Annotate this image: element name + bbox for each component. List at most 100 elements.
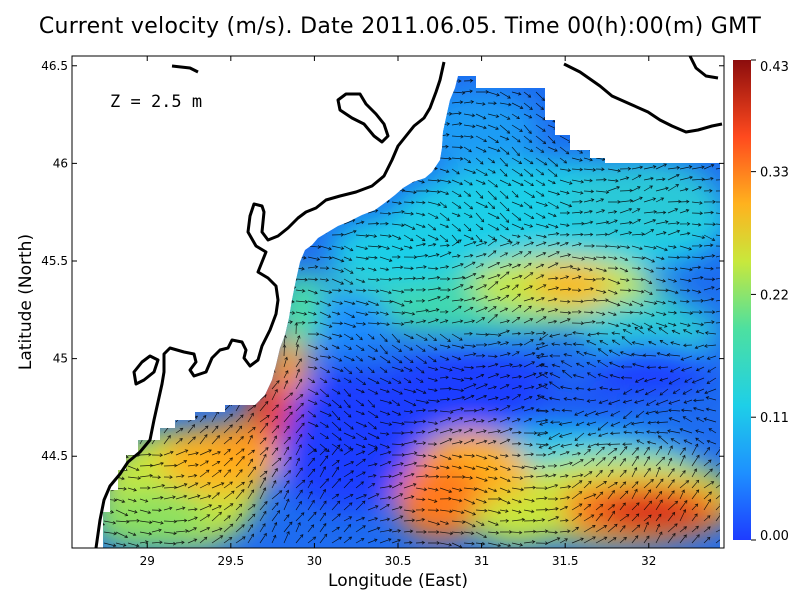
current-arrow <box>403 355 414 364</box>
current-arrow <box>295 433 303 445</box>
current-arrow <box>367 355 376 361</box>
current-arrow <box>655 322 668 328</box>
current-arrow <box>331 443 344 452</box>
current-arrow <box>655 430 669 435</box>
current-arrow <box>139 509 152 515</box>
current-arrow <box>391 223 405 228</box>
current-arrow <box>703 498 711 511</box>
current-arrow <box>643 245 657 250</box>
current-arrow <box>343 278 354 285</box>
current-arrow <box>199 460 209 467</box>
current-arrow <box>548 432 561 440</box>
current-arrow <box>259 510 267 522</box>
current-arrow <box>487 396 499 401</box>
current-arrow <box>691 234 706 240</box>
current-arrow <box>547 190 561 196</box>
current-arrow <box>151 508 162 513</box>
current-arrow <box>475 364 486 369</box>
current-arrow <box>319 399 332 407</box>
current-arrow <box>535 408 549 412</box>
current-arrow <box>643 219 657 225</box>
current-arrow <box>415 287 426 292</box>
current-arrow <box>487 190 497 200</box>
current-arrow <box>247 504 256 511</box>
current-arrow <box>223 413 233 423</box>
current-arrow <box>715 491 720 500</box>
current-arrow <box>391 399 401 406</box>
current-arrow <box>427 399 441 403</box>
current-arrow <box>451 122 463 126</box>
current-arrow <box>295 358 302 368</box>
current-arrow <box>379 299 393 304</box>
current-arrow <box>607 179 619 183</box>
current-arrow <box>523 406 535 412</box>
current-arrow <box>670 341 681 346</box>
current-arrow <box>391 410 402 416</box>
current-arrow <box>643 521 649 533</box>
current-arrow <box>367 448 378 456</box>
current-arrow <box>283 411 293 423</box>
current-arrow <box>634 399 645 404</box>
current-arrow <box>463 212 473 218</box>
current-arrow <box>511 135 521 143</box>
current-arrow <box>619 481 627 489</box>
current-arrow <box>630 421 645 426</box>
current-arrow <box>283 480 290 489</box>
current-arrow <box>549 372 561 379</box>
current-arrow <box>163 531 177 536</box>
current-arrow <box>667 199 682 204</box>
current-arrow <box>499 352 511 357</box>
current-arrow <box>499 427 513 434</box>
current-arrow <box>367 244 382 249</box>
current-arrow <box>595 177 607 182</box>
current-arrow <box>572 396 585 401</box>
current-arrow <box>655 499 663 511</box>
current-arrow <box>367 473 377 478</box>
current-arrow <box>655 256 665 261</box>
current-arrow <box>367 538 378 544</box>
current-arrow <box>703 417 717 423</box>
current-arrow <box>403 509 416 514</box>
current-arrow <box>667 208 679 214</box>
current-arrow <box>619 231 633 236</box>
current-arrow <box>658 327 669 335</box>
current-arrow <box>379 267 390 272</box>
current-arrow <box>597 373 609 379</box>
current-arrow <box>595 298 609 303</box>
current-arrow <box>415 333 428 341</box>
current-arrow <box>403 472 415 478</box>
current-arrow <box>511 498 522 504</box>
current-arrow <box>559 179 573 185</box>
current-arrow <box>607 456 617 467</box>
current-arrow <box>199 425 209 434</box>
current-arrow <box>415 344 426 352</box>
current-arrow <box>427 266 439 271</box>
current-arrow <box>295 320 306 325</box>
current-arrow <box>679 278 692 283</box>
current-arrow <box>283 356 288 368</box>
current-arrow <box>295 457 301 467</box>
current-arrow <box>475 383 488 390</box>
current-arrow <box>705 396 717 401</box>
current-arrow <box>379 311 389 316</box>
current-arrow <box>682 416 693 423</box>
current-arrow <box>463 509 477 516</box>
current-arrow <box>367 493 380 500</box>
current-arrow <box>463 454 476 458</box>
current-arrow <box>439 201 448 209</box>
current-arrow <box>427 190 441 194</box>
current-arrow <box>475 113 487 120</box>
current-arrow <box>499 405 511 412</box>
current-arrow <box>499 363 513 368</box>
current-arrow <box>367 443 378 449</box>
current-arrow <box>247 404 257 412</box>
current-arrow <box>619 525 626 533</box>
current-arrow <box>415 453 427 458</box>
current-arrow <box>271 380 280 390</box>
current-arrow <box>487 385 497 390</box>
current-arrow <box>704 331 717 335</box>
current-arrow <box>391 462 404 467</box>
current-arrow <box>511 331 522 336</box>
current-arrow <box>715 502 720 511</box>
current-arrow <box>451 239 462 247</box>
